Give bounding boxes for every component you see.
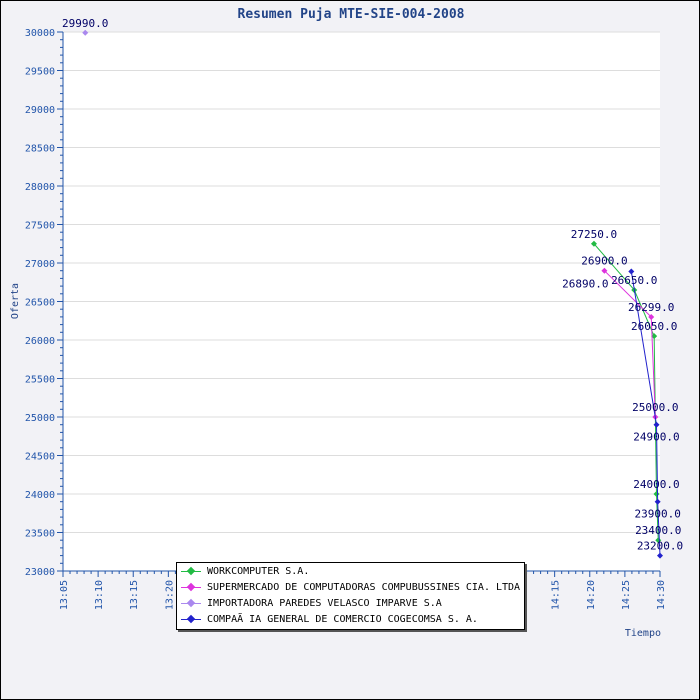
chart-title: Resumen Puja MTE-SIE-004-2008 [238, 7, 465, 22]
x-tick-label: 13:05 [59, 580, 70, 610]
legend-label: COMPAÃ IA GENERAL DE COMERCIO COGECOMSA … [207, 613, 478, 625]
legend-item: SUPERMERCADO DE COMPUTADORAS COMPUBUSSIN… [177, 579, 524, 595]
data-label: 27250.0 [571, 228, 617, 241]
data-point [590, 240, 597, 247]
y-tick-label: 30000 [25, 28, 55, 39]
data-point [601, 267, 608, 274]
legend-label: WORKCOMPUTER S.A. [207, 565, 310, 577]
y-tick-label: 26500 [25, 298, 55, 309]
data-point [651, 333, 658, 340]
y-tick-label: 28500 [25, 144, 55, 155]
data-label: 24000.0 [633, 478, 679, 491]
x-tick-label: 14:20 [586, 580, 597, 610]
data-point [628, 268, 635, 275]
y-tick-label: 25000 [25, 413, 55, 424]
data-label: 29990.0 [62, 17, 108, 30]
y-tick-label: 23500 [25, 529, 55, 540]
legend-marker-icon [181, 582, 201, 592]
data-label: 23900.0 [634, 508, 680, 521]
legend-marker-icon [181, 566, 201, 576]
y-tick-label: 27000 [25, 259, 55, 270]
y-tick-label: 24000 [25, 490, 55, 501]
y-tick-label: 29500 [25, 67, 55, 78]
x-tick-label: 14:25 [621, 580, 632, 610]
y-tick-label: 25500 [25, 375, 55, 386]
legend-item: IMPORTADORA PAREDES VELASCO IMPARVE S.A [177, 595, 524, 611]
data-point [654, 498, 661, 505]
data-label: 26050.0 [631, 320, 677, 333]
data-label: 23200.0 [637, 540, 683, 553]
x-tick-label: 13:15 [129, 580, 140, 610]
legend-item: WORKCOMPUTER S.A. [177, 563, 524, 579]
data-label: 26299.0 [628, 301, 674, 314]
legend: WORKCOMPUTER S.A. SUPERMERCADO DE COMPUTA… [176, 562, 525, 630]
data-point [653, 421, 660, 428]
legend-marker-icon [181, 614, 201, 624]
series-line [630, 271, 661, 556]
x-tick-label: 13:10 [94, 580, 105, 610]
data-point [82, 29, 89, 36]
data-label: 25000.0 [632, 401, 678, 414]
y-tick-label: 28000 [25, 182, 55, 193]
x-axis-label: Tiempo [625, 628, 661, 639]
legend-marker-icon [181, 598, 201, 608]
data-label: 24900.0 [633, 431, 679, 444]
data-point [648, 313, 655, 320]
y-axis-label: Oferta [10, 283, 21, 319]
x-tick-label: 13:20 [164, 580, 175, 610]
legend-item: COMPAÃ IA GENERAL DE COMERCIO COGECOMSA … [177, 611, 524, 627]
data-point [657, 552, 663, 559]
y-tick-label: 27500 [25, 221, 55, 232]
x-tick-label: 14:15 [551, 580, 562, 610]
y-tick-label: 23000 [25, 567, 55, 578]
y-tick-label: 29000 [25, 105, 55, 116]
legend-label: IMPORTADORA PAREDES VELASCO IMPARVE S.A [207, 597, 442, 609]
data-label: 26890.0 [562, 277, 608, 290]
data-label: 23400.0 [635, 524, 681, 537]
x-tick-label: 14:30 [656, 580, 667, 610]
y-tick-label: 24500 [25, 452, 55, 463]
y-tick-label: 26000 [25, 336, 55, 347]
legend-label: SUPERMERCADO DE COMPUTADORAS COMPUBUSSIN… [207, 581, 521, 593]
data-label: 26650.0 [611, 274, 657, 287]
data-label: 26900.0 [581, 255, 627, 268]
